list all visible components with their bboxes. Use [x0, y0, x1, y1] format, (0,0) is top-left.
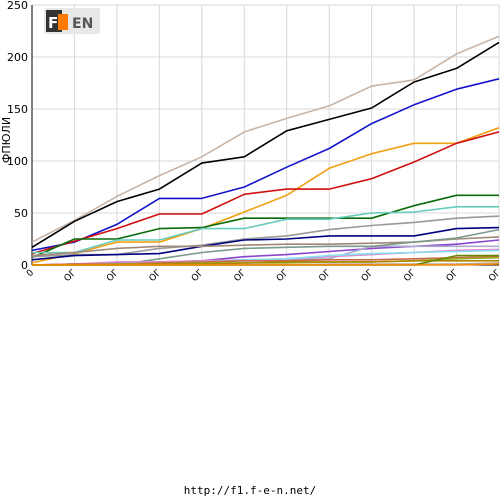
x-tick-label: ОГ	[402, 268, 418, 284]
x-tick-label: ОГ	[360, 268, 376, 284]
svg-text:EN: EN	[72, 16, 93, 32]
chart-grid	[31, 4, 500, 266]
y-tick-label: 0	[21, 259, 28, 272]
y-tick-labels: 0 50 100 150 200 250	[7, 0, 28, 272]
x-tick-label: ОГ	[190, 268, 206, 284]
series-layer	[31, 35, 500, 266]
x-tick-label: ОГ	[487, 268, 500, 284]
x-tick-label: ОГ	[275, 268, 291, 284]
series-line	[31, 78, 500, 252]
y-tick-label: 250	[7, 0, 28, 12]
x-tick-label: ОГ	[63, 268, 79, 284]
svg-text:F: F	[48, 14, 58, 32]
series-line	[31, 131, 500, 255]
series-line	[31, 226, 500, 261]
y-axis-label: ФПЮЛИ	[0, 117, 13, 163]
series-line	[31, 126, 500, 264]
series-line	[32, 206, 499, 254]
logo: EN F	[44, 8, 100, 34]
x-tick-label: ОГ	[445, 268, 461, 284]
series-line	[31, 41, 500, 248]
y-tick-label: 100	[7, 155, 28, 168]
series-line	[31, 35, 500, 243]
y-tick-label: 150	[7, 103, 28, 116]
chart-axes	[31, 5, 499, 266]
x-tick-label: ОГ	[105, 268, 121, 284]
series-line	[31, 194, 499, 259]
series-line	[32, 263, 500, 266]
y-tick-label: 200	[7, 51, 28, 64]
x-tick-label: ОГ	[148, 268, 164, 284]
x-tick-label: ОГ	[317, 268, 333, 284]
x-tick-label: 0	[25, 268, 36, 279]
x-tick-labels: 0 ОГ ОГ ОГ ОГ ОГ ОГ ОГ ОГ ОГ ОГ ОГ	[25, 268, 500, 284]
footer-url[interactable]: http://f1.f-e-n.net/	[183, 484, 317, 497]
y-tick-label: 50	[14, 207, 28, 220]
x-tick-label: ОГ	[232, 268, 248, 284]
